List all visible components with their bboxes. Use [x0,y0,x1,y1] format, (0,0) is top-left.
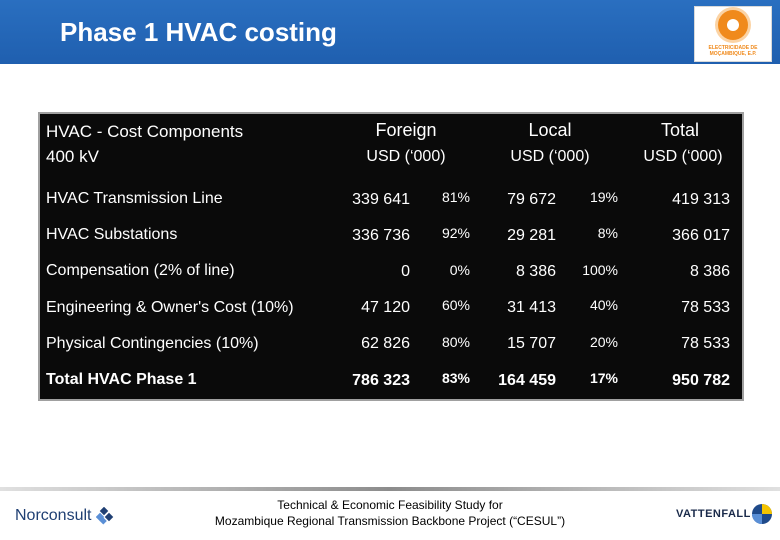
footer-divider [0,487,780,491]
row-foreign: 786 323 [352,372,410,389]
header-total-unit: USD (‘000) [643,148,723,165]
row-foreign: 339 641 [352,191,410,208]
row-label: Compensation (2% of line) [46,262,235,279]
header-foreign-unit: USD (‘000) [366,148,446,165]
slide-title: Phase 1 HVAC costing [60,17,337,47]
title-bar: Phase 1 HVAC costing ELECTRICIDADE DE MO… [0,0,780,64]
vattenfall-swirl-icon [752,504,772,524]
header-component-line1: HVAC - Cost Components [46,122,244,141]
footer-caption: Technical & Economic Feasibility Study f… [150,497,630,529]
sun-logo-icon [718,10,748,40]
row-local-pct: 17% [589,370,618,386]
row-label: HVAC Substations [46,226,178,243]
row-total: 78 533 [681,335,730,352]
row-local-pct: 20% [589,334,618,350]
row-foreign-pct: 0% [449,262,470,278]
row-label: Engineering & Owner's Cost (10%) [46,299,294,316]
row-total: 419 313 [672,191,730,208]
row-foreign-pct: 83% [441,370,470,386]
footer-line2: Mozambique Regional Transmission Backbon… [214,514,566,528]
row-foreign: 336 736 [352,227,410,244]
row-label: HVAC Transmission Line [46,190,223,207]
edm-logo: ELECTRICIDADE DE MOÇAMBIQUE, E.P. [694,6,772,62]
row-local: 15 707 [507,335,556,352]
row-local-pct: 100% [582,262,618,278]
header-foreign: Foreign [375,120,437,140]
row-foreign-pct: 60% [441,297,470,313]
footer-line1: Technical & Economic Feasibility Study f… [277,498,503,512]
row-total: 8 386 [689,263,730,280]
logo-caption: ELECTRICIDADE DE MOÇAMBIQUE, E.P. [708,45,758,57]
row-foreign-pct: 92% [441,225,470,241]
row-local: 79 672 [507,191,556,208]
row-local-pct: 40% [589,297,618,313]
header-local-unit: USD (‘000) [510,148,590,165]
row-foreign-pct: 81% [441,189,470,205]
row-total: 366 017 [672,227,730,244]
row-total: 950 782 [672,372,730,389]
header-component-line2: 400 kV [46,147,99,166]
row-local: 8 386 [515,263,556,280]
row-foreign: 0 [401,263,410,280]
cost-table: HVAC - Cost Components 400 kV Foreign US… [38,112,744,401]
row-label: Total HVAC Phase 1 [46,371,197,388]
row-local-pct: 19% [589,189,618,205]
norconsult-diamond-icon [96,507,114,525]
row-foreign-pct: 80% [441,334,470,350]
norconsult-logo-text: Norconsult [15,507,92,524]
row-total: 78 533 [681,299,730,316]
row-foreign: 47 120 [361,299,410,316]
row-local: 31 413 [507,299,556,316]
row-label: Physical Contingencies (10%) [46,335,259,352]
row-foreign: 62 826 [361,335,410,352]
row-local-pct: 8% [597,225,618,241]
header-local: Local [528,120,572,140]
row-local: 164 459 [498,372,556,389]
header-total: Total [660,120,700,140]
vattenfall-logo-text: VATTENFALL [676,508,751,520]
row-local: 29 281 [507,227,556,244]
